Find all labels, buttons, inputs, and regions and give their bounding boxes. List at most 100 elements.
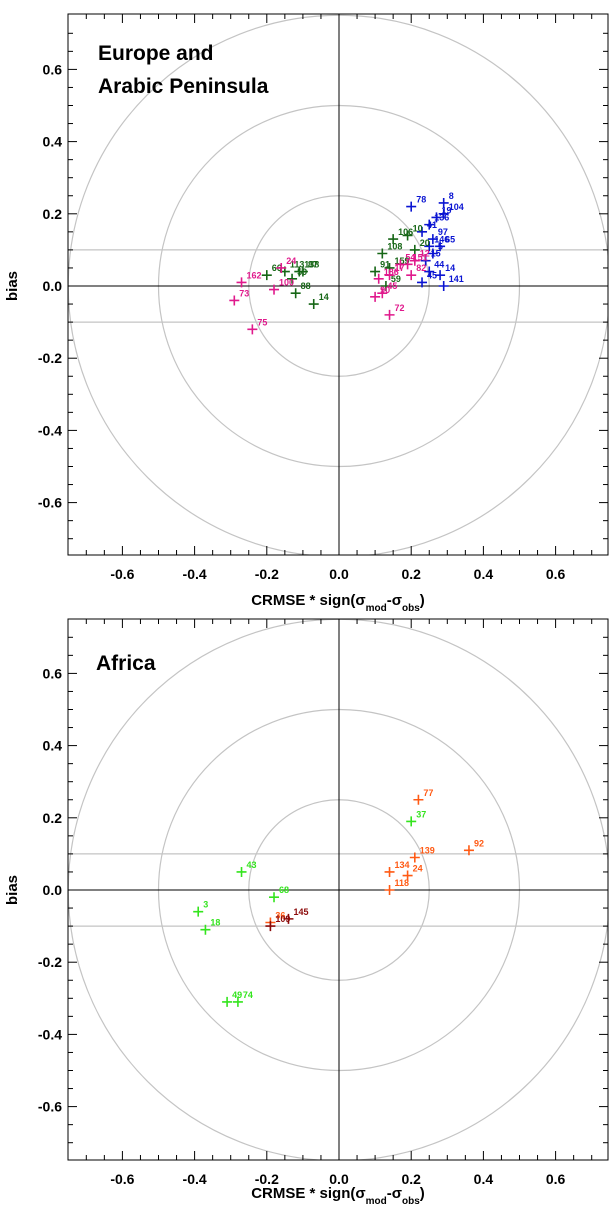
point-marker bbox=[409, 255, 420, 266]
point-label: 3 bbox=[203, 900, 208, 910]
point-marker bbox=[427, 248, 438, 259]
point-label: 59 bbox=[297, 267, 307, 277]
point-marker bbox=[193, 906, 204, 917]
point-label: 78 bbox=[416, 195, 426, 205]
point-label: 91 bbox=[380, 260, 390, 270]
x-tick-label: 0.2 bbox=[401, 1171, 421, 1187]
data-point: 74 bbox=[232, 990, 253, 1007]
data-point: 45 bbox=[377, 281, 397, 299]
point-label: 141 bbox=[449, 274, 464, 284]
data-point: 17 bbox=[384, 263, 405, 281]
point-label: 109 bbox=[275, 914, 290, 924]
point-label: 87 bbox=[308, 260, 318, 270]
point-label: 162 bbox=[247, 270, 262, 280]
point-marker bbox=[420, 255, 431, 266]
x-tick-label: 0.4 bbox=[474, 566, 494, 582]
data-point: 10 bbox=[402, 223, 423, 241]
x-tick-label: -0.2 bbox=[255, 1171, 279, 1187]
point-marker bbox=[232, 996, 243, 1007]
point-marker bbox=[406, 201, 417, 212]
point-label: 59 bbox=[391, 274, 401, 284]
point-label: 92 bbox=[474, 838, 484, 848]
data-point: 65 bbox=[435, 234, 455, 252]
data-point: 109 bbox=[265, 914, 290, 932]
point-label: 82 bbox=[416, 263, 426, 273]
point-label: 106 bbox=[398, 227, 413, 237]
point-marker bbox=[287, 273, 298, 284]
y-tick-label: -0.4 bbox=[38, 1026, 62, 1042]
data-point: 118 bbox=[384, 878, 409, 895]
reference-lines bbox=[68, 619, 608, 1160]
x-axis-label: CRMSE * sign(σmod-σobs) bbox=[251, 1185, 425, 1206]
y-tick-label: 0.4 bbox=[43, 134, 63, 150]
point-label: 113 bbox=[290, 260, 305, 270]
axis-ticks: -0.6 -0.4 -0.2 0.0 0.2 0.4 0.6 -0.6 -0.4 -0.2 0.0 0… bbox=[38, 619, 608, 1187]
point-marker bbox=[276, 262, 287, 273]
point-marker bbox=[417, 226, 428, 237]
point-label: 68 bbox=[279, 885, 289, 895]
point-marker bbox=[384, 309, 395, 320]
data-point: 88 bbox=[290, 281, 311, 299]
point-marker bbox=[435, 241, 446, 252]
point-label: 20 bbox=[420, 238, 430, 248]
point-marker bbox=[370, 266, 381, 277]
point-marker bbox=[269, 284, 280, 295]
point-label: 5 bbox=[438, 242, 443, 252]
data-point: 14 bbox=[435, 263, 455, 281]
axis-ticks: -0.6 -0.4 -0.2 0.0 0.2 0.4 0.6 -0.6 -0.4 -0.2 0.0 0… bbox=[38, 14, 608, 582]
point-label: 73 bbox=[239, 288, 249, 298]
point-marker bbox=[435, 270, 446, 281]
x-tick-label: 0.2 bbox=[401, 566, 421, 582]
y-tick-label: 0.0 bbox=[43, 278, 63, 294]
x-tick-label: 0.4 bbox=[474, 1171, 494, 1187]
data-point: 5 bbox=[427, 242, 443, 259]
data-point: 104 bbox=[438, 202, 464, 219]
point-marker bbox=[406, 270, 417, 281]
chart-title-line-2: Arabic Peninsula bbox=[98, 75, 269, 98]
point-marker bbox=[377, 248, 388, 259]
point-label: 134 bbox=[395, 860, 410, 870]
data-point: 186 bbox=[373, 267, 399, 284]
data-point: 134 bbox=[384, 860, 410, 877]
point-marker bbox=[384, 885, 395, 895]
y-tick-label: 0.6 bbox=[43, 61, 63, 77]
data-point: 24 bbox=[402, 864, 423, 881]
point-marker bbox=[417, 277, 428, 288]
point-marker bbox=[236, 866, 247, 877]
point-label: 88 bbox=[301, 281, 311, 291]
point-label: 97 bbox=[438, 227, 448, 237]
point-label: 100 bbox=[279, 278, 294, 288]
point-label: 90 bbox=[380, 285, 390, 295]
point-marker bbox=[413, 794, 424, 805]
panel-africa: -0.6 -0.4 -0.2 0.0 0.2 0.4 0.6 -0.6 -0.4 -0.2 0.0 0… bbox=[4, 618, 609, 1206]
y-tick-label: 0.4 bbox=[43, 738, 63, 754]
x-axis-label: CRMSE * sign(σmod-σobs) bbox=[251, 592, 425, 614]
data-point: 139 bbox=[409, 846, 435, 863]
data-point: 24 bbox=[276, 256, 296, 273]
point-marker bbox=[402, 259, 413, 270]
x-tick-label: 0.0 bbox=[329, 1171, 349, 1187]
point-marker bbox=[438, 197, 449, 208]
panel-europe-arabic-peninsula: -0.6 -0.4 -0.2 0.0 0.2 0.4 0.6 -0.6 -0.4 -0.2 0.0 0… bbox=[4, 13, 609, 614]
point-marker bbox=[200, 924, 211, 935]
point-label: 136 bbox=[434, 213, 449, 223]
point-label: 108 bbox=[387, 242, 402, 252]
point-marker bbox=[431, 212, 442, 223]
point-label: 44 bbox=[434, 260, 444, 270]
data-point: 82 bbox=[406, 263, 426, 281]
x-tick-label: -0.4 bbox=[183, 566, 207, 582]
point-marker bbox=[283, 913, 294, 924]
data-point: 73 bbox=[229, 288, 249, 306]
data-point: 49 bbox=[222, 990, 242, 1007]
point-marker bbox=[384, 270, 395, 281]
point-marker bbox=[409, 244, 420, 255]
data-point: 59 bbox=[380, 274, 401, 291]
y-tick-label: -0.2 bbox=[38, 350, 62, 366]
x-tick-label: 0.6 bbox=[546, 566, 566, 582]
data-point: 37 bbox=[406, 809, 426, 827]
point-marker bbox=[380, 281, 391, 291]
data-point: 108 bbox=[377, 242, 402, 259]
point-marker bbox=[229, 295, 240, 306]
data-point: 77 bbox=[413, 788, 433, 805]
point-label: 14 bbox=[319, 292, 329, 302]
